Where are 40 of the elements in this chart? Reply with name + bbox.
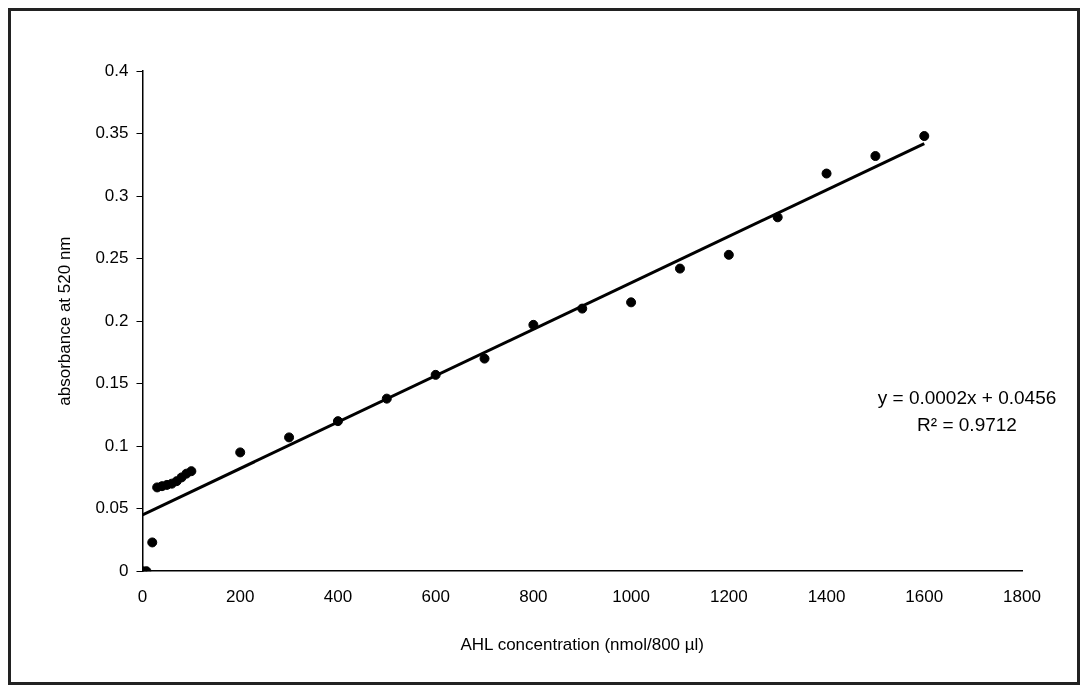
y-tick-label: 0.05 xyxy=(95,498,129,518)
point xyxy=(674,263,685,274)
x-tick-label: 1200 xyxy=(709,587,748,607)
y-tick-label: 0.25 xyxy=(95,248,129,268)
x-tick-label: 1800 xyxy=(1003,587,1041,607)
annotation: y = 0.0002x + 0.0456 xyxy=(877,387,1057,408)
point xyxy=(186,466,197,477)
point xyxy=(821,168,832,179)
y-tick-label: 0.1 xyxy=(104,435,129,455)
y-axis-title: absorbance at 520 nm xyxy=(54,236,74,406)
x-tick-label: 0 xyxy=(137,587,148,607)
x-tick-label: 600 xyxy=(421,587,450,607)
point xyxy=(577,303,588,314)
x-tick-label: 1000 xyxy=(612,587,651,607)
annotation: R² = 0.9712 xyxy=(917,414,1017,435)
point xyxy=(235,447,246,458)
y-tick-label: 0.15 xyxy=(95,373,129,393)
point xyxy=(479,353,490,364)
point xyxy=(626,297,637,308)
point xyxy=(870,151,881,162)
y-tick-label: 0.35 xyxy=(95,123,129,143)
point xyxy=(528,319,539,330)
point xyxy=(430,369,441,380)
point xyxy=(919,131,930,142)
point xyxy=(723,249,734,260)
y-tick-label: 0.4 xyxy=(104,60,129,80)
point xyxy=(284,432,295,443)
point xyxy=(147,537,158,548)
x-tick-label: 400 xyxy=(323,587,353,607)
x-tick-label: 1400 xyxy=(807,587,846,607)
x-tick-label: 1600 xyxy=(905,587,944,607)
point xyxy=(381,393,392,404)
y-tick-label: 0 xyxy=(119,560,129,580)
x-tick-label: 800 xyxy=(519,587,548,607)
y-tick-label: 0.2 xyxy=(104,310,129,330)
point xyxy=(332,416,343,427)
x-axis-title: AHL concentration (nmol/800 µl) xyxy=(460,635,704,655)
point xyxy=(772,212,783,223)
x-tick-label: 200 xyxy=(226,587,255,607)
y-tick-label: 0.3 xyxy=(104,185,129,205)
